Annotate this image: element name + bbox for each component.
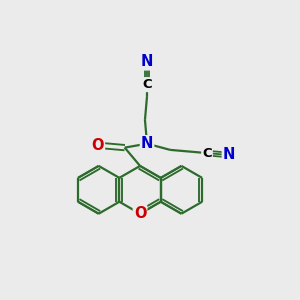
Text: N: N (141, 54, 153, 69)
Text: O: O (92, 138, 104, 153)
Text: O: O (134, 206, 146, 221)
Text: N: N (141, 136, 153, 151)
Text: N: N (223, 147, 235, 162)
Text: C: C (142, 78, 152, 91)
Text: C: C (202, 147, 212, 160)
